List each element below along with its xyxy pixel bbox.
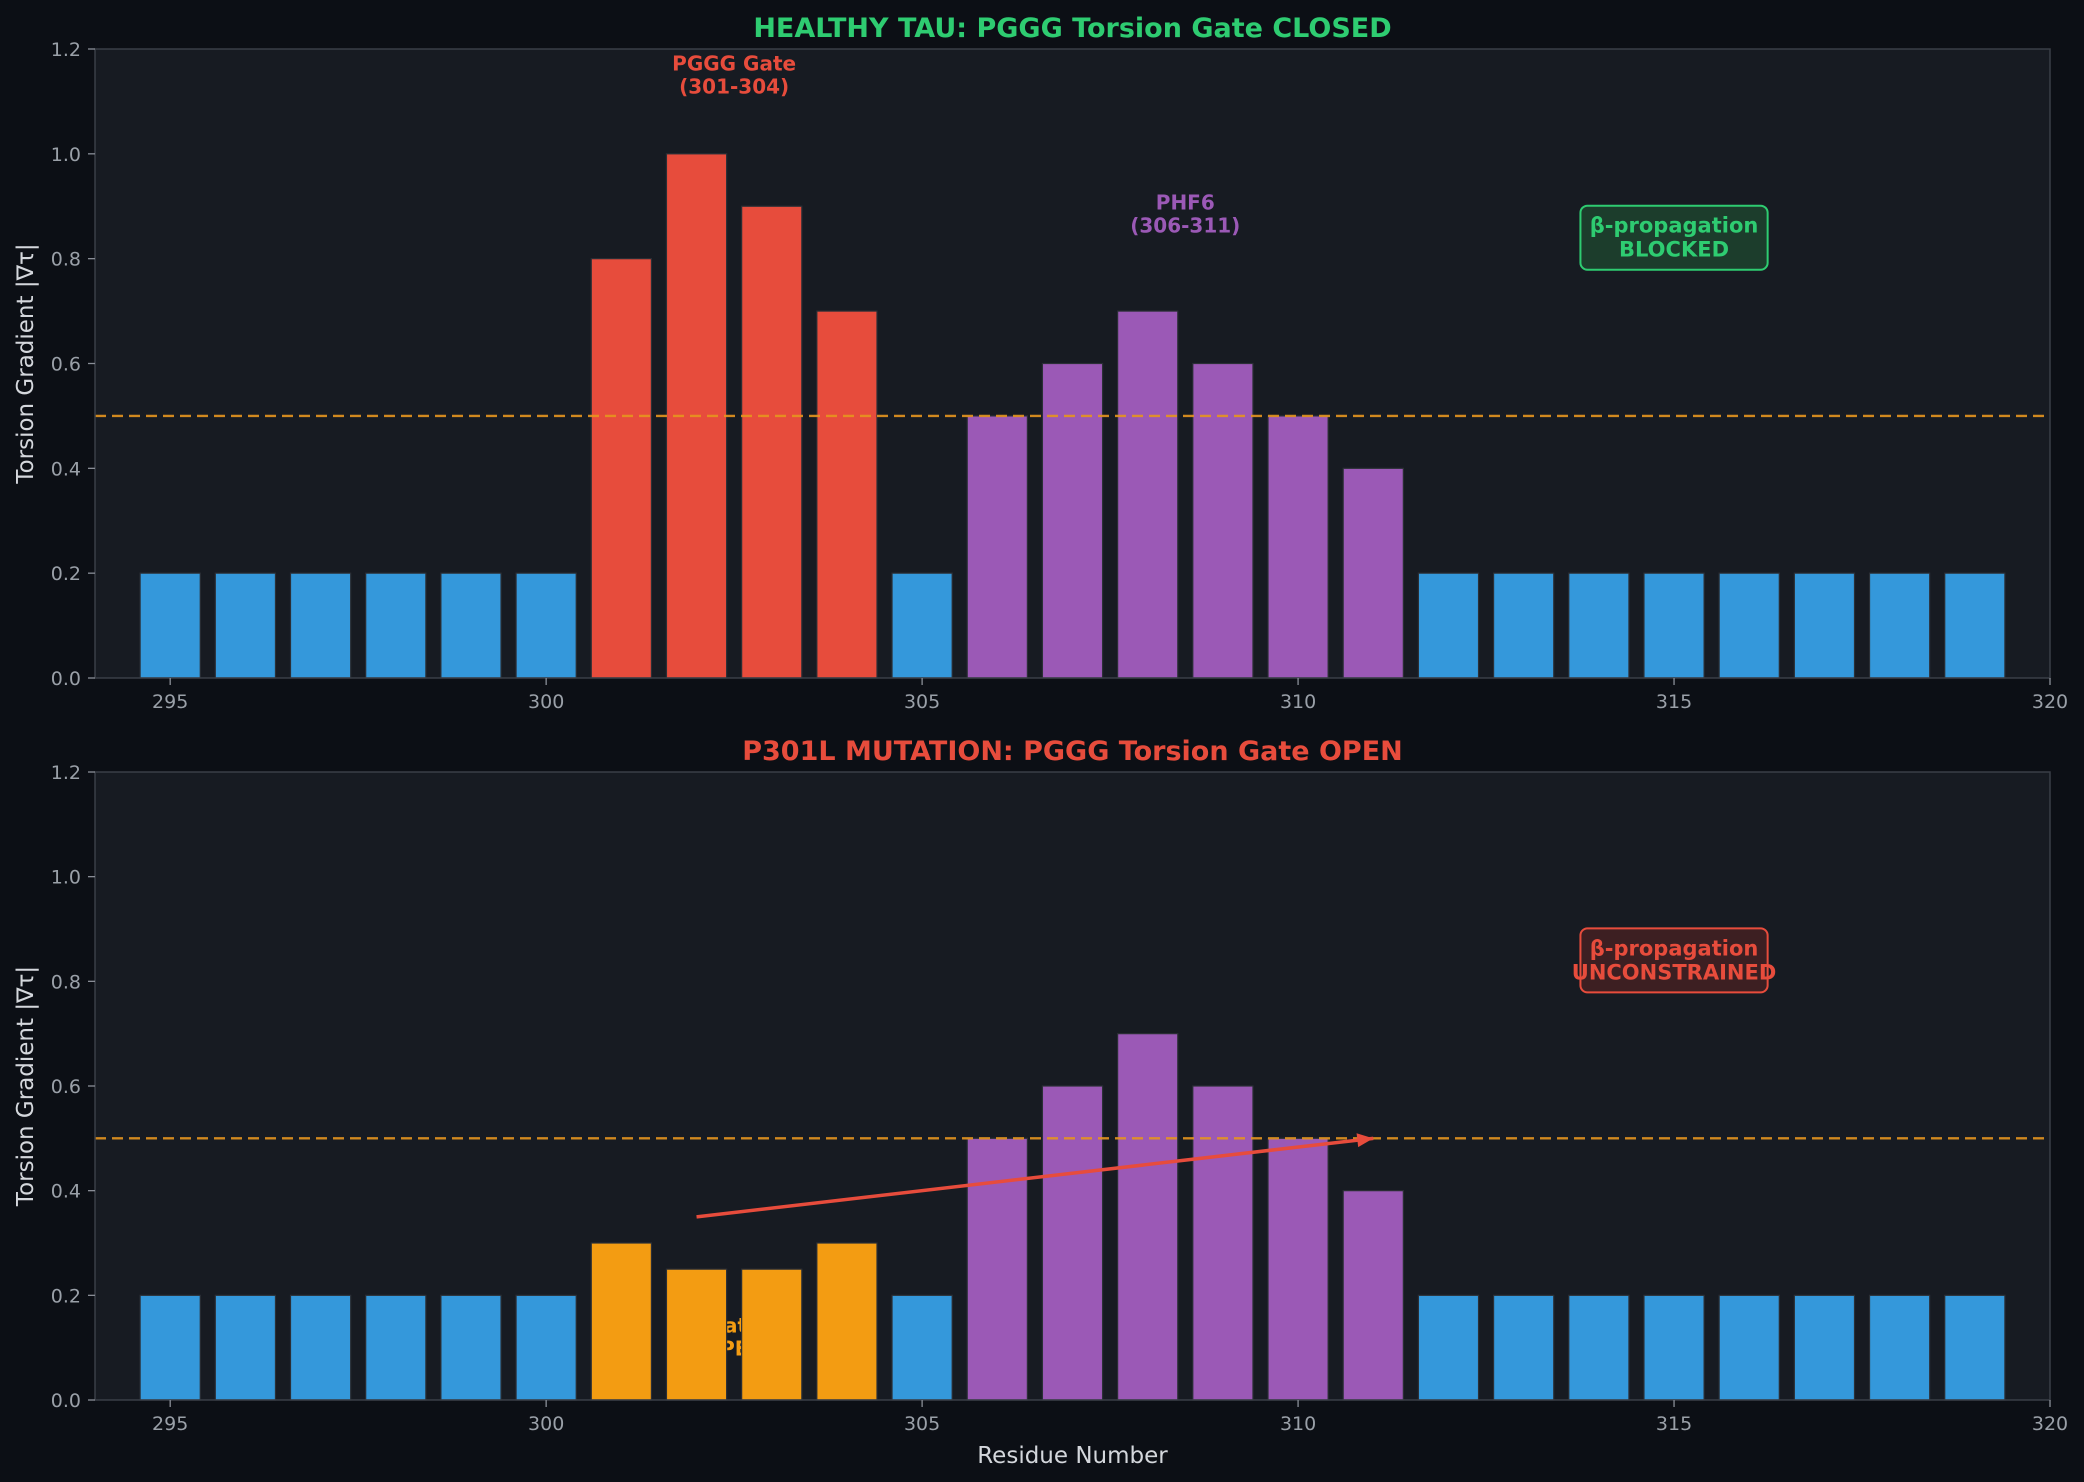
status-box [1579, 927, 1769, 994]
bar-residue-296 [214, 1294, 277, 1401]
status-box-text: β-propagation [1590, 936, 1759, 960]
x-tick-label: 315 [1656, 1413, 1692, 1435]
bar-residue-306 [966, 415, 1028, 679]
y-tick-label: 1.2 [51, 39, 81, 61]
bar-residue-314 [1568, 572, 1630, 679]
bar-residue-302 [665, 1268, 728, 1401]
annotation-text: PGGG Gate [672, 52, 796, 76]
y-axis-label: Torsion Gradient |∇τ| [13, 243, 39, 484]
bar-residue-296 [214, 572, 277, 679]
x-tick-label: 305 [904, 691, 940, 713]
bar-residue-312 [1417, 1294, 1480, 1401]
bar-residue-295 [139, 1294, 201, 1401]
x-tick-label: 320 [2032, 1413, 2068, 1435]
bar-residue-316 [1718, 1294, 1780, 1401]
bar-residue-306 [966, 1137, 1028, 1401]
y-axis-label: Torsion Gradient |∇τ| [13, 966, 39, 1207]
bar-residue-318 [1868, 1294, 1931, 1401]
bar-residue-310 [1267, 415, 1329, 679]
bar-residue-303 [741, 1268, 803, 1401]
bar-residue-309 [1192, 1085, 1254, 1401]
y-tick-label: 0.6 [51, 354, 81, 376]
chart-title: P301L MUTATION: PGGG Torsion Gate OPEN [742, 736, 1403, 767]
y-tick-label: 0.8 [51, 971, 81, 993]
x-tick-label: 310 [1280, 691, 1316, 713]
y-tick-label: 1.2 [51, 762, 81, 784]
bar-residue-319 [1944, 572, 2006, 679]
bar-residue-311 [1342, 1190, 1404, 1401]
status-box [1579, 204, 1769, 271]
bar-residue-312 [1417, 572, 1480, 679]
x-tick-label: 310 [1280, 1413, 1316, 1435]
bar-residue-297 [289, 1294, 352, 1401]
bar-residue-305 [891, 572, 953, 679]
bar-residue-301 [590, 1242, 653, 1401]
y-tick-label: 0.6 [51, 1076, 81, 1098]
y-tick-label: 0.2 [51, 1285, 81, 1307]
x-axis-label: Residue Number [977, 1443, 1168, 1469]
annotation-text: PHF6 [1156, 191, 1215, 215]
bar-residue-298 [365, 1294, 427, 1401]
bar-residue-304 [816, 310, 878, 679]
y-tick-label: 0.0 [51, 668, 81, 690]
chart-healthy-tau: 0.0 0.2 0.4 0.6 0.8 1.0 1.2 295 300 305 310 315 320 H… [13, 13, 2068, 713]
bar-residue-313 [1492, 572, 1555, 679]
bar-residue-318 [1868, 572, 1931, 679]
bar-residue-305 [891, 1294, 953, 1401]
x-tick-label: 300 [528, 691, 564, 713]
status-box-text: BLOCKED [1619, 238, 1729, 262]
bar-residue-307 [1041, 1085, 1104, 1401]
y-tick-label: 0.4 [51, 1181, 81, 1203]
bar-residue-317 [1793, 1294, 1856, 1401]
x-tick-label: 300 [528, 1413, 564, 1435]
propagation-arrow [696, 1136, 1374, 1219]
annotation-text: (301-304) [679, 75, 789, 99]
bar-residue-299 [440, 1294, 502, 1401]
bar-residue-313 [1492, 1294, 1555, 1401]
bar-residue-316 [1718, 572, 1780, 679]
bar-residue-308 [1117, 1033, 1179, 1401]
y-tick-label: 0.8 [51, 249, 81, 271]
bar-residue-315 [1643, 1294, 1705, 1401]
bar-residue-295 [139, 572, 201, 679]
propagation-arrow-head [1356, 1133, 1374, 1148]
bar-residue-300 [515, 572, 577, 679]
bar-residue-317 [1793, 572, 1856, 679]
bar-residue-314 [1568, 1294, 1630, 1401]
bar-residue-310 [1267, 1137, 1329, 1401]
y-tick-label: 1.0 [51, 867, 81, 889]
x-tick-label: 295 [152, 1413, 188, 1435]
bar-residue-301 [590, 258, 653, 679]
bar-residue-311 [1342, 467, 1404, 679]
status-box-text: UNCONSTRAINED [1572, 960, 1777, 984]
bar-residue-297 [289, 572, 352, 679]
x-tick-label: 315 [1656, 691, 1692, 713]
chart-title: HEALTHY TAU: PGGG Torsion Gate CLOSED [753, 13, 1391, 44]
bar-residue-300 [515, 1294, 577, 1401]
y-tick-label: 1.0 [51, 144, 81, 166]
annotation-text: (306-311) [1130, 214, 1240, 238]
status-box-text: β-propagation [1590, 214, 1759, 238]
y-tick-label: 0.2 [51, 563, 81, 585]
bar-residue-298 [365, 572, 427, 679]
bar-residue-303 [741, 205, 803, 679]
y-tick-label: 0.4 [51, 458, 81, 480]
bar-residue-304 [816, 1242, 878, 1401]
x-tick-label: 305 [904, 1413, 940, 1435]
bar-residue-319 [1944, 1294, 2006, 1401]
bar-residue-315 [1643, 572, 1705, 679]
bar-residue-307 [1041, 362, 1104, 679]
bar-residue-308 [1117, 310, 1179, 679]
y-tick-label: 0.0 [51, 1390, 81, 1412]
bar-residue-299 [440, 572, 502, 679]
x-tick-label: 295 [152, 691, 188, 713]
x-tick-label: 320 [2032, 691, 2068, 713]
bar-residue-309 [1192, 362, 1254, 679]
